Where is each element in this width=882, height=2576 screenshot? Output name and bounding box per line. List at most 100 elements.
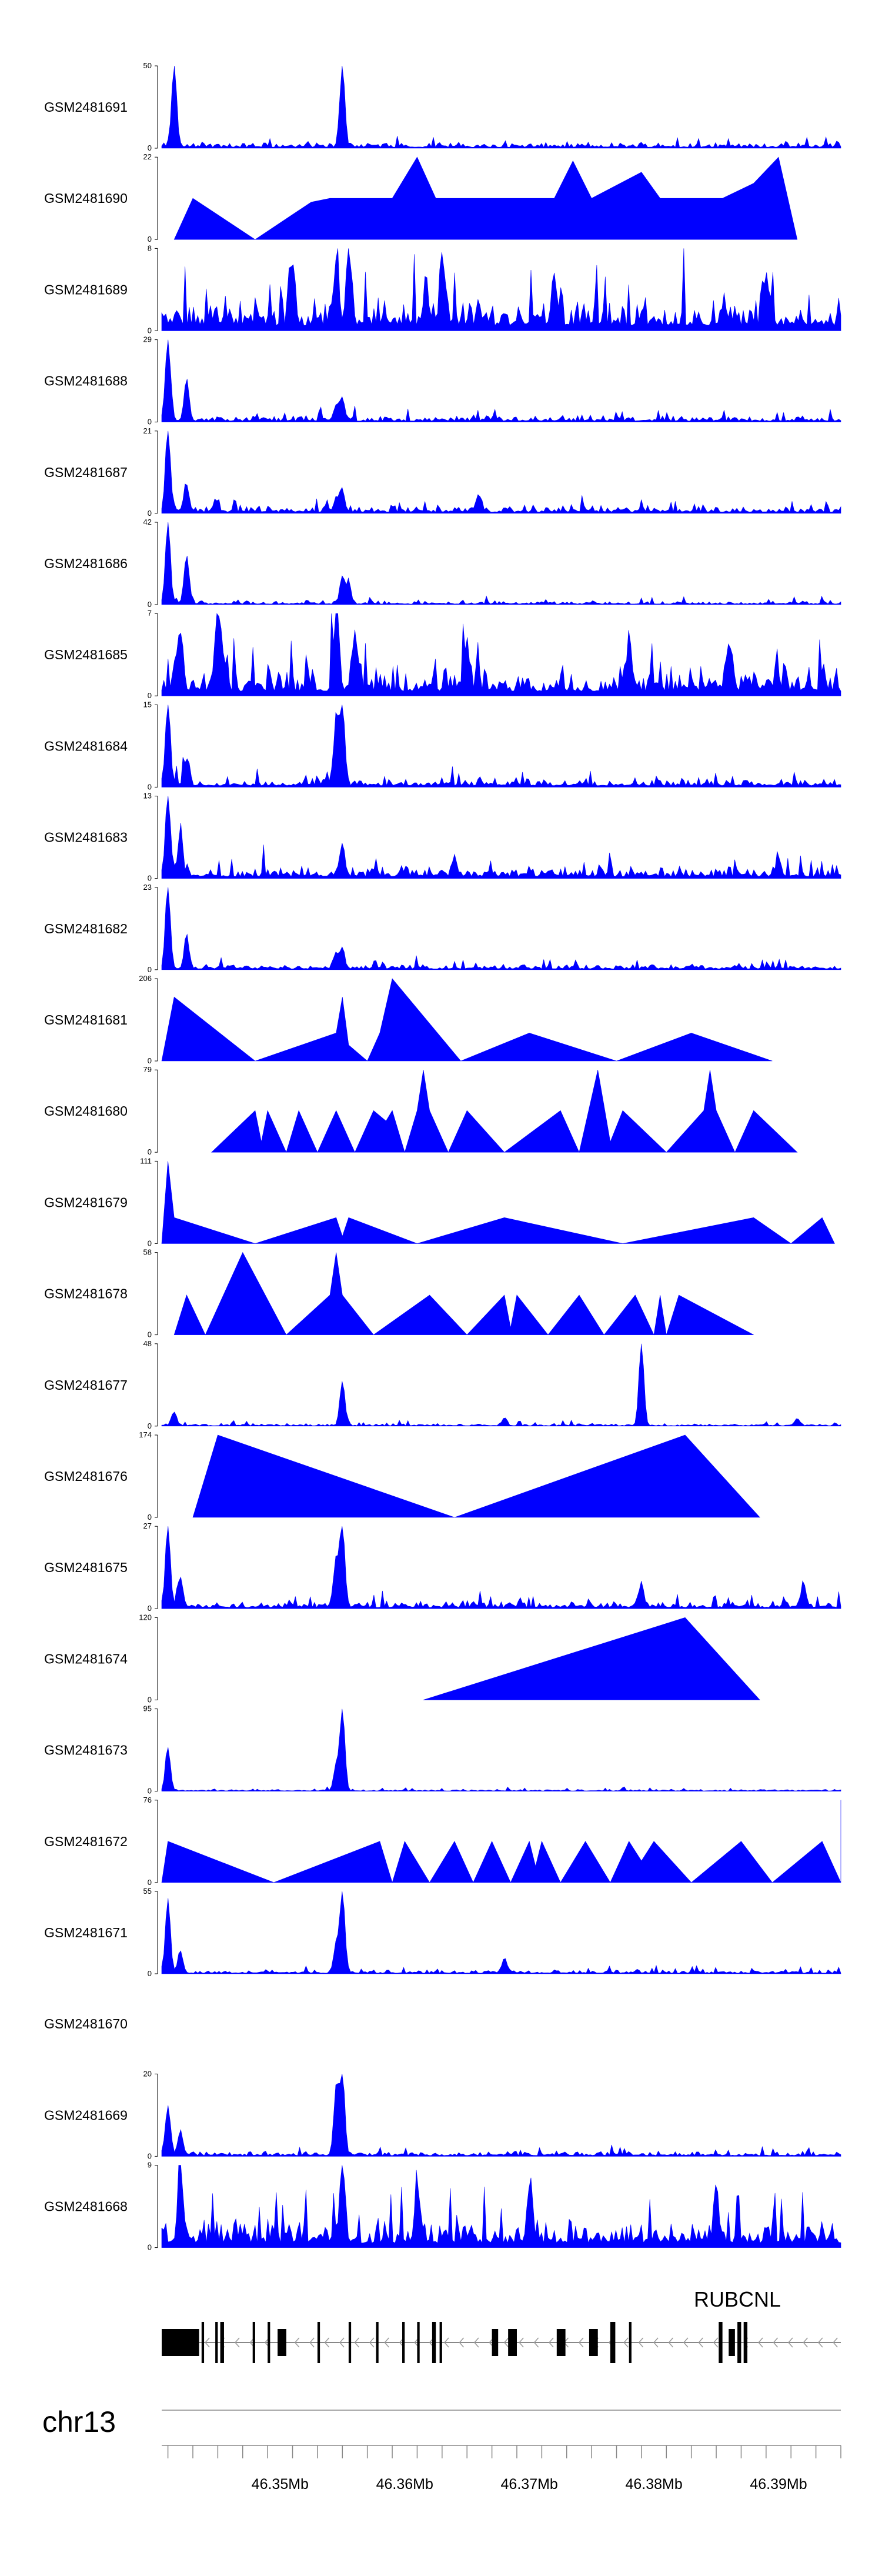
track-GSM2481673: GSM2481673 95 0 <box>44 1704 841 1796</box>
strand-arrow <box>369 2337 375 2348</box>
y-tick-zero-label: 0 <box>148 235 152 243</box>
x-tick-label: 46.38Mb <box>625 2476 682 2492</box>
y-tick-max-label: 29 <box>143 335 152 344</box>
track-GSM2481690: GSM2481690 22 0 <box>44 152 798 243</box>
track-label: GSM2481677 <box>44 1377 128 1393</box>
track-label: GSM2481687 <box>44 465 128 480</box>
strand-arrow <box>833 2337 838 2348</box>
strand-arrow <box>623 2337 629 2348</box>
track-label: GSM2481675 <box>44 1560 128 1575</box>
y-tick-zero-label: 0 <box>148 509 152 518</box>
y-tick-max-label: 27 <box>143 1521 152 1530</box>
track-label: GSM2481690 <box>44 191 128 206</box>
y-tick-zero-label: 0 <box>148 1604 152 1613</box>
strand-arrow <box>324 2337 330 2348</box>
exon <box>402 2322 405 2363</box>
y-tick-zero-label: 0 <box>148 1969 152 1978</box>
coverage-area <box>161 1800 841 1883</box>
strand-arrow <box>773 2337 779 2348</box>
y-tick-zero-label: 0 <box>148 1695 152 1704</box>
y-tick-max-label: 58 <box>143 1248 152 1257</box>
y-tick-max-label: 79 <box>143 1065 152 1074</box>
coverage-area <box>192 1434 760 1518</box>
y-tick-zero-label: 0 <box>148 1878 152 1887</box>
exon <box>201 2322 205 2363</box>
y-tick-zero-label: 0 <box>148 1787 152 1796</box>
y-tick-max-label: 20 <box>143 2069 152 2078</box>
y-tick-max-label: 48 <box>143 1339 152 1348</box>
track-GSM2481683: GSM2481683 13 0 <box>44 792 841 883</box>
track-label: GSM2481691 <box>44 99 128 115</box>
track-label: GSM2481689 <box>44 282 128 297</box>
coverage-area <box>423 1617 760 1700</box>
strand-arrow <box>817 2337 823 2348</box>
track-GSM2481680: GSM2481680 79 0 <box>44 1065 798 1156</box>
y-tick-max-label: 50 <box>143 61 152 70</box>
strand-arrow <box>519 2337 524 2348</box>
coverage-area <box>161 522 841 605</box>
exon <box>215 2322 218 2363</box>
track-label: GSM2481678 <box>44 1286 128 1302</box>
strand-arrow <box>354 2337 360 2348</box>
track-GSM2481682: GSM2481682 23 0 <box>44 883 841 974</box>
track-GSM2481676: GSM2481676 174 0 <box>44 1430 760 1521</box>
coverage-area <box>161 2165 841 2248</box>
exon <box>417 2322 420 2363</box>
strand-arrow <box>758 2337 763 2348</box>
x-tick-label: 46.37Mb <box>501 2476 558 2492</box>
track-label: GSM2481671 <box>44 1925 128 1940</box>
x-tick-label: 46.36Mb <box>376 2476 433 2492</box>
track-label: GSM2481670 <box>44 2016 128 2031</box>
track-label: GSM2481688 <box>44 373 128 389</box>
track-GSM2481674: GSM2481674 120 0 <box>44 1613 760 1704</box>
exon <box>556 2329 566 2356</box>
coverage-area <box>161 887 841 970</box>
y-tick-max-label: 7 <box>148 609 152 618</box>
track-label: GSM2481676 <box>44 1469 128 1484</box>
coverage-area <box>161 431 841 514</box>
y-tick-max-label: 42 <box>143 518 152 526</box>
strand-arrow <box>549 2337 554 2348</box>
track-GSM2481684: GSM2481684 15 0 <box>44 700 841 791</box>
y-tick-zero-label: 0 <box>148 1239 152 1247</box>
track-GSM2481687: GSM2481687 21 0 <box>44 426 841 518</box>
y-tick-zero-label: 0 <box>148 874 152 883</box>
y-tick-zero-label: 0 <box>148 326 152 335</box>
track-label: GSM2481685 <box>44 647 128 662</box>
gene-name-label: RUBCNL <box>694 2287 781 2311</box>
y-tick-zero-label: 0 <box>148 1147 152 1156</box>
y-tick-zero-label: 0 <box>148 965 152 974</box>
track-GSM2481689: GSM2481689 8 0 <box>44 243 841 335</box>
coverage-area <box>173 156 798 240</box>
exon <box>629 2322 632 2363</box>
exon <box>432 2322 436 2363</box>
y-tick-max-label: 120 <box>139 1613 152 1621</box>
y-tick-max-label: 76 <box>143 1796 152 1804</box>
coverage-tracks: GSM2481691500GSM2481690220GSM248168980GS… <box>44 61 841 2252</box>
coverage-area <box>161 796 841 879</box>
genome-axis: chr13 46.35Mb 46.36Mb 46.37Mb 46.38Mb 46.39M… <box>42 2405 841 2492</box>
track-label: GSM2481679 <box>44 1194 128 1210</box>
track-label: GSM2481682 <box>44 921 128 936</box>
strand-arrow <box>578 2337 584 2348</box>
coverage-area <box>161 1891 841 1974</box>
track-GSM2481671: GSM2481671 55 0 <box>44 1887 841 1978</box>
exon <box>348 2322 352 2363</box>
y-tick-zero-label: 0 <box>148 144 152 152</box>
strand-arrow <box>698 2337 703 2348</box>
strand-arrow <box>473 2337 479 2348</box>
gene-model-track: RUBCNL <box>162 2287 841 2363</box>
y-tick-max-label: 174 <box>139 1430 152 1439</box>
y-tick-max-label: 111 <box>140 1156 152 1165</box>
track-GSM2481678: GSM2481678 58 0 <box>44 1248 754 1339</box>
strand-arrow <box>503 2337 509 2348</box>
coverage-area <box>161 613 841 696</box>
y-tick-zero-label: 0 <box>148 1422 152 1430</box>
coverage-area <box>161 705 841 788</box>
track-GSM2481688: GSM2481688 29 0 <box>44 335 841 426</box>
y-tick-max-label: 22 <box>143 152 152 161</box>
exon <box>743 2322 748 2363</box>
exon <box>268 2322 270 2363</box>
track-label: GSM2481669 <box>44 2107 128 2123</box>
